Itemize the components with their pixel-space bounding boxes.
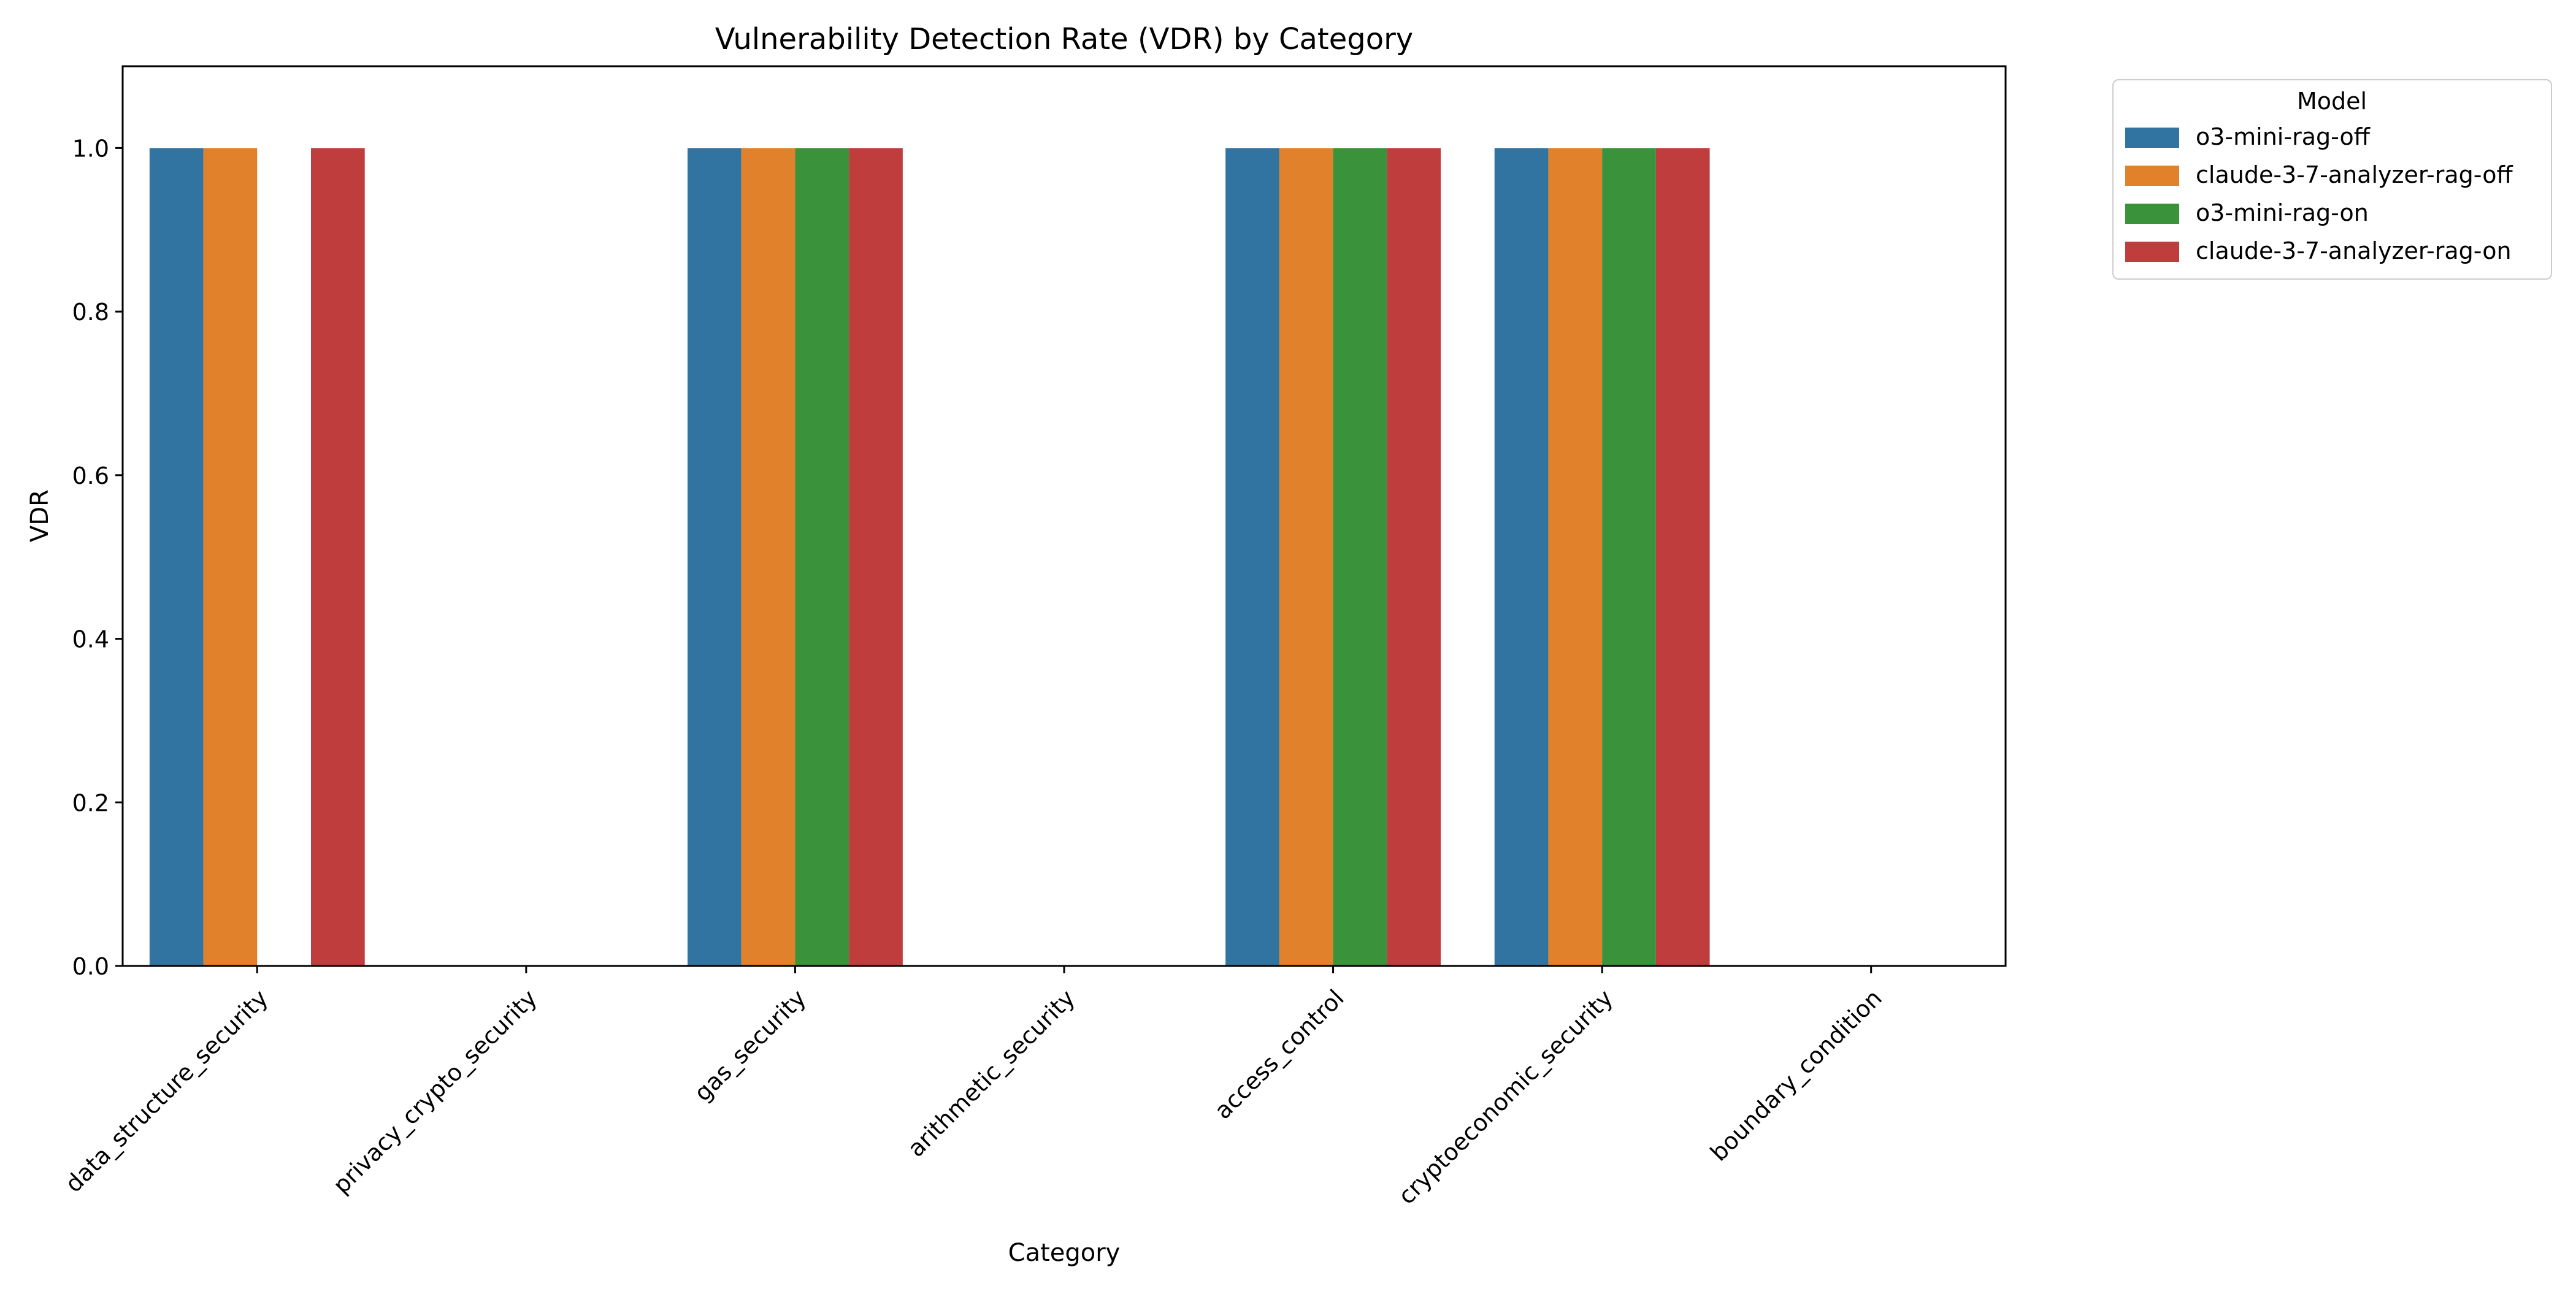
x-tick-label: gas_security (689, 984, 811, 1106)
bar (688, 148, 742, 966)
y-tick-label: 0.0 (72, 953, 109, 980)
y-tick-label: 0.6 (72, 462, 109, 489)
x-tick-label: privacy_crypto_security (328, 984, 542, 1199)
y-tick-label: 1.0 (72, 135, 109, 162)
x-tick-label: access_control (1209, 984, 1349, 1124)
legend-label: o3-mini-rag-off (2196, 123, 2371, 150)
bar (1494, 148, 1549, 966)
legend-label: o3-mini-rag-on (2196, 199, 2369, 226)
legend-swatch (2125, 204, 2179, 224)
y-axis: 0.0 0.2 0.4 0.6 0.8 1.0 (72, 135, 123, 980)
bar (203, 148, 258, 966)
bar (1602, 148, 1656, 966)
y-axis-label: VDR (26, 489, 54, 542)
bar (1333, 148, 1387, 966)
chart-title: Vulnerability Detection Rate (VDR) by Ca… (715, 22, 1413, 56)
bars (149, 148, 1710, 966)
bar (795, 148, 849, 966)
bar (849, 148, 903, 966)
legend-title: Model (2297, 88, 2367, 115)
bar (1548, 148, 1603, 966)
legend: Model o3-mini-rag-off claude-3-7-analyzer… (2112, 79, 2552, 280)
bar (1655, 148, 1710, 966)
legend-swatch (2125, 242, 2179, 262)
x-tick-label: arithmetic_security (902, 984, 1080, 1162)
y-tick-label: 0.8 (72, 299, 109, 326)
x-axis-label: Category (1008, 1239, 1121, 1267)
x-tick-label: data_structure_security (60, 984, 274, 1198)
bar (311, 148, 365, 966)
plot-frame (121, 65, 2007, 967)
legend-swatch (2125, 128, 2179, 148)
legend-frame (2112, 79, 2552, 280)
legend-swatch (2125, 166, 2179, 186)
y-tick-label: 0.2 (72, 789, 109, 816)
x-tick-label: cryptoeconomic_security (1393, 984, 1618, 1209)
x-axis: data_structure_security privacy_crypto_se… (60, 966, 1887, 1209)
bar (149, 148, 204, 966)
bar (741, 148, 795, 966)
x-tick-label: boundary_condition (1705, 984, 1887, 1166)
y-tick-label: 0.4 (72, 626, 109, 653)
legend-label: claude-3-7-analyzer-rag-on (2196, 237, 2512, 264)
bar (1225, 148, 1279, 966)
bar (1279, 148, 1333, 966)
bar (1387, 148, 1441, 966)
legend-label: claude-3-7-analyzer-rag-off (2196, 161, 2513, 188)
